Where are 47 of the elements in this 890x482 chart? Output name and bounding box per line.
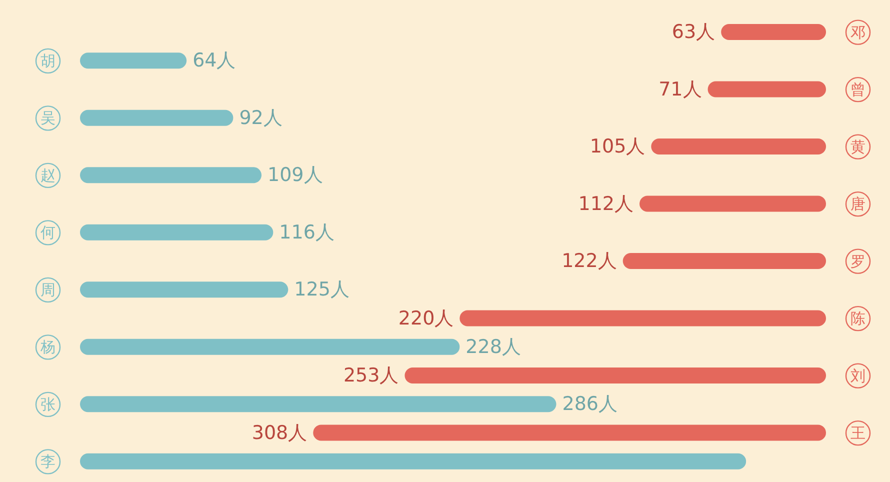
y-tick-label: 邓 [850, 23, 866, 42]
y-tick-label: 张 [40, 395, 56, 414]
bar [622, 253, 826, 269]
y-tick-label: 唐 [850, 195, 866, 214]
data-label: 105人 [590, 136, 646, 158]
bar [80, 282, 288, 298]
y-tick-label: 曾 [850, 80, 866, 99]
data-label: 286人 [562, 393, 618, 416]
bar [80, 453, 746, 470]
bar [640, 196, 826, 212]
y-tick-label: 何 [40, 224, 56, 242]
data-label: 112人 [578, 192, 634, 215]
data-label: 109人 [268, 164, 323, 186]
bar [80, 52, 187, 69]
data-label: 71人 [658, 78, 702, 100]
bar [708, 81, 826, 98]
y-tick-label: 杨 [40, 338, 56, 356]
bar [80, 338, 460, 355]
bar [721, 24, 826, 40]
data-label: 116人 [279, 221, 334, 244]
y-tick-label: 李 [40, 452, 56, 471]
y-tick-label: 陈 [850, 310, 866, 328]
y-tick-label: 周 [40, 280, 56, 299]
data-label: 125人 [294, 278, 350, 301]
bar [80, 396, 556, 412]
data-label: 228人 [466, 336, 521, 358]
bar [80, 110, 234, 126]
data-label: 64人 [192, 50, 236, 72]
bar [313, 424, 826, 441]
data-label: 308人 [252, 422, 308, 444]
y-tick-label: 吴 [40, 109, 56, 128]
y-tick-label: 胡 [40, 52, 56, 70]
y-tick-label: 王 [850, 424, 866, 442]
bar [404, 368, 826, 384]
y-tick-label: 赵 [40, 166, 56, 184]
y-tick-label: 刘 [850, 366, 866, 385]
data-label: 63人 [672, 21, 716, 43]
data-label: 122人 [562, 250, 617, 272]
bar [80, 167, 262, 184]
data-label: 220人 [398, 307, 454, 330]
data-label: 92人 [239, 106, 282, 129]
data-label: 253人 [343, 364, 399, 386]
bar [80, 224, 274, 240]
bar [651, 138, 826, 154]
y-tick-label: 罗 [850, 252, 866, 270]
bar [460, 310, 826, 326]
y-tick-label: 黄 [850, 138, 866, 156]
